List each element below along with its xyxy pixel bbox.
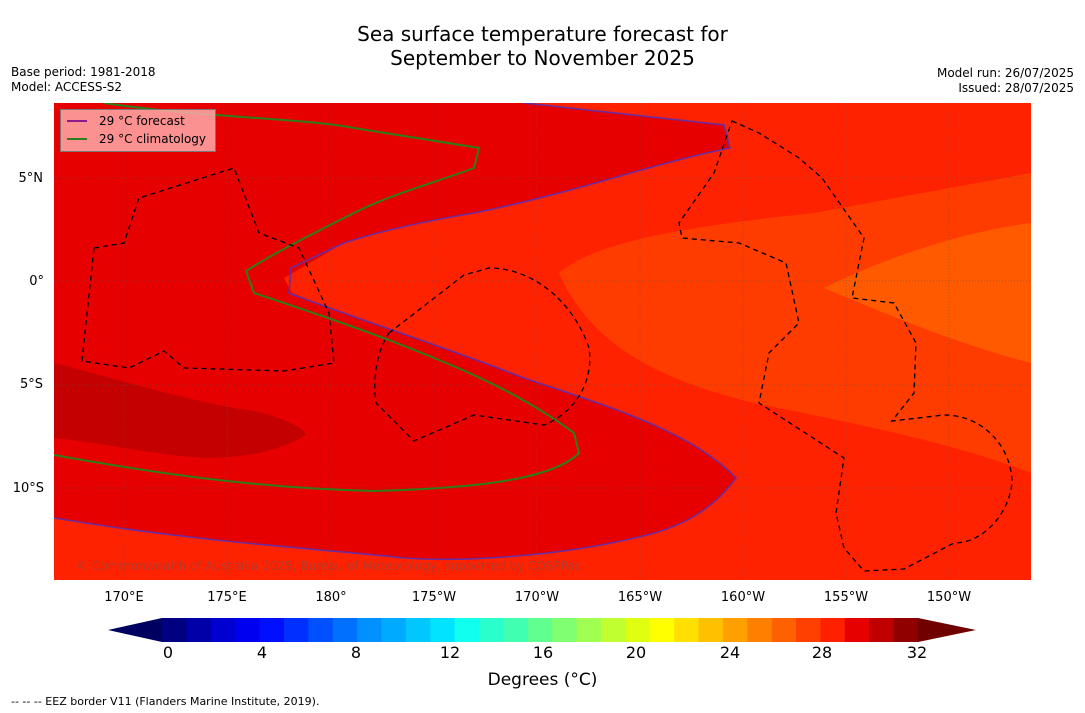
lon-label-175w: 175°W	[411, 590, 457, 605]
lat-label-5n: 5°N	[18, 171, 44, 186]
colorbar-cell	[893, 618, 919, 642]
sst-map[interactable]	[53, 102, 1031, 580]
colorbar-tick-20: 20	[625, 643, 647, 662]
colorbar-cell	[649, 618, 675, 642]
colorbar-tick-28: 28	[811, 643, 833, 662]
lon-label-175e: 175°E	[207, 590, 247, 605]
colorbar-cells	[162, 618, 919, 642]
colorbar-cell	[600, 618, 626, 642]
colorbar-cell	[503, 618, 529, 642]
colorbar-cell	[186, 618, 212, 642]
colorbar-label: Degrees (°C)	[487, 670, 598, 690]
meta-left: Base period: 1981-2018 Model: ACCESS-S2	[11, 65, 156, 95]
lon-label-150w: 150°W	[926, 590, 972, 605]
colorbar-tick-32: 32	[906, 643, 928, 662]
colorbar-cell	[235, 618, 261, 642]
colorbar-tick-16: 16	[532, 643, 554, 662]
colorbar-cell	[308, 618, 334, 642]
lon-label-165w: 165°W	[617, 590, 663, 605]
colorbar-cell	[332, 618, 358, 642]
colorbar-cell	[283, 618, 309, 642]
colorbar-cell	[454, 618, 480, 642]
colorbar-cell	[576, 618, 602, 642]
colorbar-cell	[698, 618, 724, 642]
colorbar-cell	[796, 618, 821, 642]
colorbar-tick-4: 4	[256, 643, 268, 662]
colorbar-tick-0: 0	[162, 643, 174, 662]
colorbar-cell	[771, 618, 797, 642]
lat-label-5s: 5°S	[19, 377, 43, 392]
climatology-29c-contour	[53, 102, 581, 493]
colorbar-cell	[381, 618, 407, 642]
graticule	[54, 103, 1031, 580]
colorbar-cell	[747, 618, 773, 642]
forecast-29c-contour	[53, 102, 738, 561]
region-31	[54, 363, 306, 458]
colorbar-cell	[552, 618, 578, 642]
lat-label-10s: 10°S	[12, 481, 44, 496]
colorbar-min-arrow	[108, 618, 162, 642]
colorbar-cell	[625, 618, 651, 642]
colorbar-cell	[357, 618, 382, 642]
title-line-2: September to November 2025	[390, 46, 695, 70]
eez-borders	[81, 120, 1013, 572]
lon-label-180: 180°	[315, 590, 347, 605]
chart-title: Sea surface temperature forecast for Sep…	[0, 22, 1085, 70]
colorbar-cell	[405, 618, 431, 642]
lat-label-0: 0°	[29, 274, 44, 289]
eez-border-1	[81, 167, 335, 372]
colorbar-cell	[844, 618, 870, 642]
colorbar-cell	[259, 618, 285, 642]
colorbar-cell	[210, 618, 236, 642]
lon-label-155w: 155°W	[823, 590, 869, 605]
region-27	[824, 223, 1031, 363]
region-28	[559, 173, 1031, 473]
map-svg	[53, 102, 1031, 580]
eez-footnote: -- -- -- EEZ border V11 (Flanders Marine…	[11, 695, 320, 708]
colorbar-tick-8: 8	[350, 643, 362, 662]
colorbar-cell	[162, 618, 187, 642]
legend-climatology-swatch	[67, 138, 87, 140]
colorbar-cell	[430, 618, 456, 642]
colorbar-cell	[527, 618, 553, 642]
base-period: Base period: 1981-2018	[11, 65, 156, 79]
eez-border-2	[374, 267, 591, 442]
title-line-1: Sea surface temperature forecast for	[357, 22, 728, 46]
lon-label-170e: 170°E	[104, 590, 144, 605]
legend-forecast-label: 29 °C forecast	[99, 114, 185, 128]
colorbar-tick-24: 24	[719, 643, 741, 662]
lon-label-160w: 160°W	[720, 590, 766, 605]
model-run: Model run: 26/07/2025	[936, 66, 1074, 80]
legend-forecast-swatch	[67, 120, 87, 122]
colorbar	[108, 618, 976, 642]
eez-border-3	[678, 120, 1013, 572]
legend-climatology-label: 29 °C climatology	[99, 132, 207, 146]
colorbar-cell	[722, 618, 748, 642]
colorbar-cell	[820, 618, 846, 642]
colorbar-max-arrow	[918, 618, 976, 642]
copyright-notice: © Commonwealth of Australia 2025, Bureau…	[76, 559, 582, 573]
lon-label-170w: 170°W	[514, 590, 560, 605]
issued-date: Issued: 28/07/2025	[958, 81, 1074, 95]
colorbar-cell	[479, 618, 504, 642]
meta-right: Model run: 26/07/2025 Issued: 28/07/2025	[937, 66, 1074, 96]
legend-forecast: 29 °C forecast	[67, 113, 185, 129]
model-name: Model: ACCESS-S2	[11, 80, 123, 94]
colorbar-tick-12: 12	[439, 643, 461, 662]
legend: 29 °C forecast 29 °C climatology	[60, 109, 216, 152]
legend-climatology: 29 °C climatology	[67, 131, 206, 147]
colorbar-cell	[674, 618, 700, 642]
colorbar-cell	[869, 618, 895, 642]
